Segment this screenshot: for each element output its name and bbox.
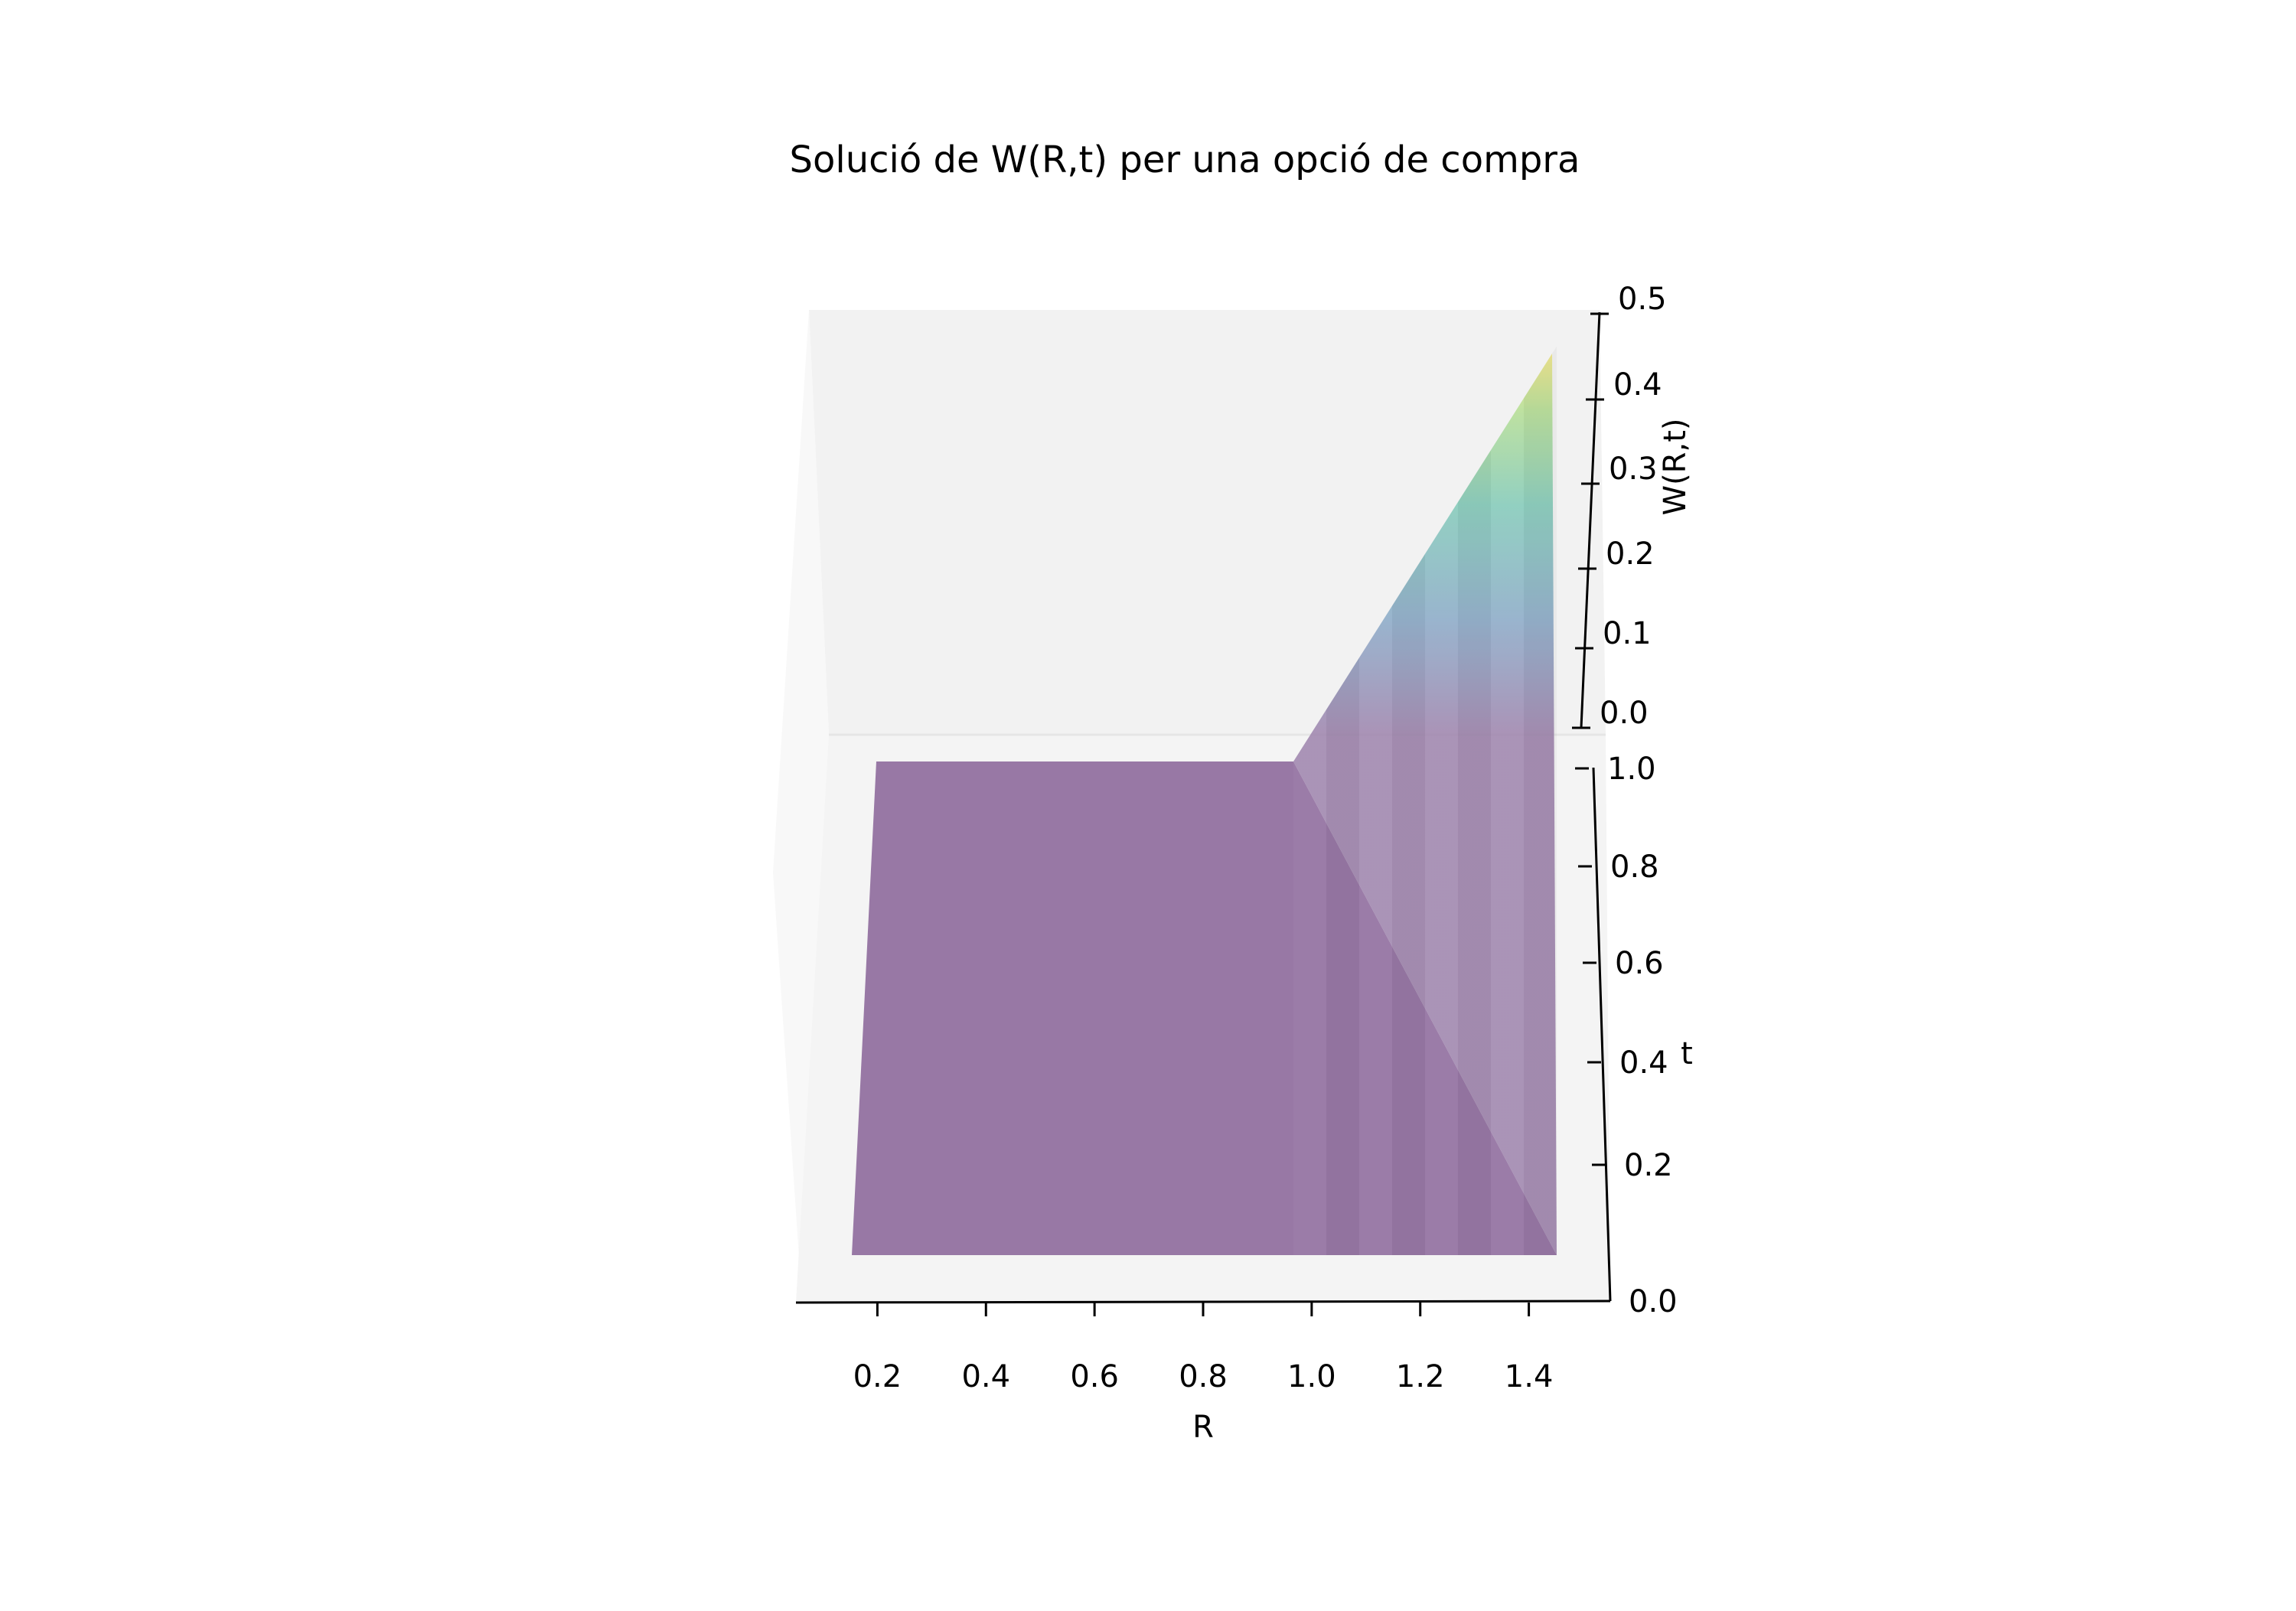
- surface-flat-region: [852, 761, 1557, 1255]
- y-ticks: 0.0 0.2 0.4 0.6 0.8 1.0: [1575, 752, 1678, 1319]
- z-axis-label: W(R,t): [1658, 419, 1693, 516]
- z-axis-line: [1580, 311, 1601, 729]
- x-tick-label: 0.6: [1070, 1359, 1119, 1394]
- x-axis-label: R: [1192, 1410, 1214, 1445]
- surface-facet: [1491, 398, 1524, 1255]
- x-tick-label: 1.0: [1287, 1359, 1336, 1394]
- x-tick-label: 0.4: [961, 1359, 1010, 1394]
- z-tick-label: 0.0: [1600, 696, 1649, 731]
- z-tick-label: 0.2: [1606, 536, 1655, 572]
- z-tick-label: 0.5: [1618, 282, 1667, 317]
- chart-title: Solució de W(R,t) per una opció de compr…: [790, 139, 1580, 181]
- y-tick-label: 0.2: [1624, 1148, 1673, 1183]
- y-tick-label: 1.0: [1607, 752, 1656, 787]
- y-tick-label: 0.6: [1615, 946, 1664, 981]
- surface: [852, 347, 1557, 1255]
- surface-ramp-region: [1293, 354, 1557, 1255]
- x-ticks: 0.2 0.4 0.6 0.8 1.0 1.2 1.4: [853, 1303, 1554, 1394]
- y-tick-label: 0.4: [1619, 1045, 1668, 1081]
- surface-facet: [1458, 450, 1491, 1255]
- x-tick-label: 0.8: [1179, 1359, 1228, 1394]
- y-axis-label: t: [1681, 1036, 1693, 1071]
- z-tick-label: 0.4: [1613, 367, 1662, 403]
- z-ticks: 0.0 0.1 0.2 0.3 0.4 0.5: [1572, 282, 1667, 731]
- surface-facet: [1326, 657, 1359, 1255]
- axes: 0.2 0.4 0.6 0.8 1.0 1.2 1.4 0.0 0.2 0.4 0.6 0.8 1.0…: [795, 282, 1678, 1394]
- surface-facet: [1425, 502, 1458, 1255]
- left-pane: [773, 310, 829, 1303]
- y-tick-label: 0.8: [1610, 850, 1659, 885]
- z-tick-label: 0.3: [1609, 452, 1658, 487]
- surface-facet: [1293, 709, 1326, 1255]
- z-tick-label: 0.1: [1603, 616, 1652, 651]
- x-tick-label: 0.2: [853, 1359, 902, 1394]
- y-axis-line: [1592, 767, 1612, 1302]
- surface-facet: [1524, 347, 1557, 1255]
- x-tick-label: 1.4: [1505, 1359, 1554, 1394]
- surface-facet: [1392, 554, 1425, 1255]
- x-tick-label: 1.2: [1396, 1359, 1445, 1394]
- x-axis-line: [795, 1300, 1611, 1304]
- y-tick-label: 0.0: [1629, 1284, 1678, 1319]
- surface-facet: [1359, 606, 1392, 1255]
